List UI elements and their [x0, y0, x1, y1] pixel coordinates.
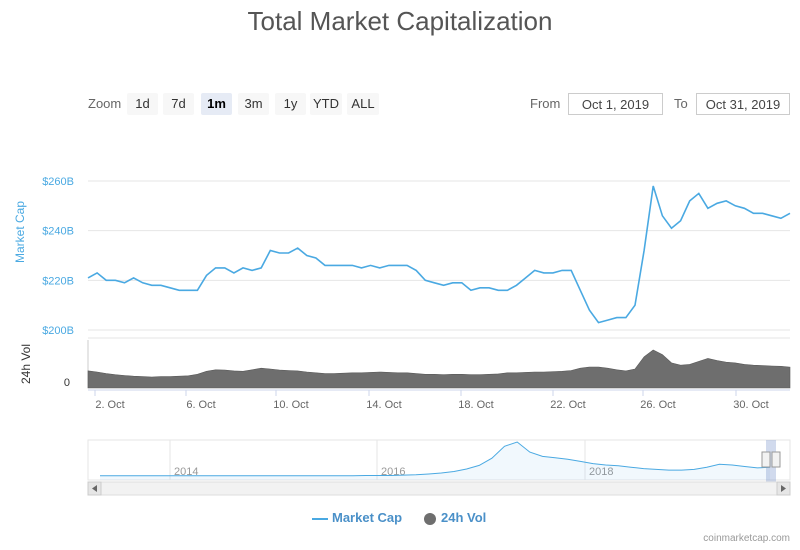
y-tick-label: $200B	[42, 325, 74, 337]
x-tick-label: 2. Oct	[95, 399, 124, 411]
navigator-handle-left	[761, 451, 771, 468]
x-tick-label: 14. Oct	[366, 399, 401, 411]
zoom-button-1m[interactable]: 1m	[201, 93, 232, 115]
from-date-input[interactable]: Oct 1, 2019	[568, 93, 663, 115]
scroll-left-arrow-icon	[92, 485, 97, 492]
x-tick-label: 22. Oct	[550, 399, 585, 411]
market-cap-series-line	[87, 185, 791, 324]
zoom-button-1d[interactable]: 1d	[127, 93, 158, 115]
x-tick-label: 30. Oct	[733, 399, 768, 411]
chart-title: Total Market Capitalization	[247, 6, 553, 36]
x-tick-label: 26. Oct	[640, 399, 675, 411]
y-tick-label: $220B	[42, 275, 74, 287]
scroll-right-arrow-icon	[781, 485, 786, 492]
navigator-selection	[766, 440, 776, 494]
y-tick-label: $260B	[42, 176, 74, 188]
y-tick-label: $240B	[42, 226, 74, 238]
legend-line-icon	[312, 517, 328, 520]
legend-item-market-cap[interactable]: Market Cap	[312, 510, 402, 525]
navigator-series-line	[100, 441, 771, 477]
zoom-button-7d[interactable]: 7d	[163, 93, 194, 115]
credit-link[interactable]: coinmarketcap.com	[703, 533, 790, 544]
navigator-tick-label: 2018	[589, 466, 613, 478]
vol-series-area	[87, 349, 791, 389]
navigator-handle-right	[771, 451, 781, 468]
x-tick-label: 6. Oct	[186, 399, 215, 411]
from-label: From	[530, 96, 561, 111]
navigator-tick-label: 2014	[174, 466, 198, 478]
scrollbar-track	[87, 481, 791, 496]
y-axis-label: Market Cap	[13, 201, 27, 263]
zoom-button-ytd[interactable]: YTD	[310, 93, 342, 115]
x-tick-label: 18. Oct	[458, 399, 493, 411]
zoom-label: Zoom	[88, 96, 122, 111]
legend-vol-label: 24h Vol	[441, 510, 487, 525]
to-label: To	[674, 96, 688, 111]
zoom-button-1y[interactable]: 1y	[275, 93, 306, 115]
legend-market-cap-label: Market Cap	[332, 510, 403, 525]
zoom-button-all[interactable]: ALL	[347, 93, 379, 115]
to-date-input[interactable]: Oct 31, 2019	[696, 93, 790, 115]
x-tick-label: 10. Oct	[273, 399, 308, 411]
vol-zero-label: 0	[64, 377, 70, 389]
vol-axis-label: 24h Vol	[19, 344, 33, 384]
legend-item-24h-vol[interactable]: 24h Vol	[424, 510, 486, 525]
navigator-area	[100, 442, 770, 480]
zoom-button-3m[interactable]: 3m	[238, 93, 269, 115]
legend-circle-icon	[424, 512, 436, 525]
